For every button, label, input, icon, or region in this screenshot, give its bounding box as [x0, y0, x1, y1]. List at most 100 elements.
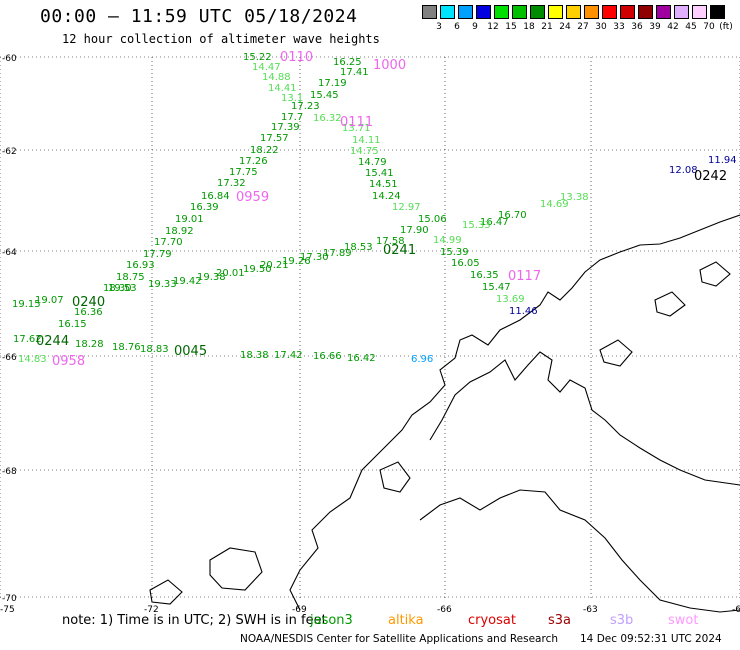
longitude-tick-label: -72 — [144, 605, 159, 615]
wave-height-label: 14.99 — [433, 235, 462, 246]
color-swatch — [530, 5, 545, 19]
wave-height-label: 17.89 — [323, 248, 352, 259]
color-swatch — [692, 5, 707, 19]
wave-height-label: 14.24 — [372, 191, 401, 202]
latitude-tick-label: -66 — [2, 353, 17, 363]
wave-height-label: 17.32 — [217, 178, 246, 189]
wave-height-label: 14.75 — [350, 146, 379, 157]
credit-line: NOAA/NESDIS Center for Satellite Applica… — [240, 633, 558, 645]
latitude-tick-label: -68 — [2, 467, 17, 477]
wave-height-label: 14.11 — [352, 135, 381, 146]
pass-time-label: 0958 — [52, 354, 85, 369]
wave-height-label: 16.66 — [313, 351, 342, 362]
color-legend-label: 36 — [631, 22, 643, 32]
wave-height-label: 13.69 — [496, 294, 525, 305]
wave-height-label: 19.42 — [173, 276, 202, 287]
wave-height-label: 19.38 — [197, 272, 226, 283]
latitude-tick-label: -64 — [2, 248, 17, 258]
wave-height-label: 16.36 — [74, 307, 103, 318]
wave-height-label: 19.50 — [243, 264, 272, 275]
color-swatch — [422, 5, 437, 19]
wave-height-label: 13.1 — [281, 93, 303, 104]
wave-height-label: 17.23 — [291, 101, 320, 112]
color-swatch — [710, 5, 725, 19]
wave-height-label: 17.75 — [229, 167, 258, 178]
coastline-island-6 — [699, 261, 731, 287]
wave-height-label: 14.47 — [252, 62, 281, 73]
wave-height-label: 14.69 — [540, 199, 569, 210]
wave-height-label: 17.7 — [281, 112, 303, 123]
wave-height-label: 16.05 — [451, 258, 480, 269]
color-swatch — [494, 5, 509, 19]
wave-height-label: 12.97 — [392, 202, 421, 213]
wave-height-label: 19.26 — [282, 256, 311, 267]
color-legend-label: 45 — [685, 22, 697, 32]
wave-height-label: 15.06 — [418, 214, 447, 225]
wave-height-label: 11.46 — [509, 306, 538, 317]
wave-height-label: 19.53 — [108, 283, 137, 294]
pass-time-label: 0045 — [174, 344, 207, 359]
color-swatch — [584, 5, 599, 19]
coastline-island-5 — [654, 291, 686, 317]
pass-time-label: 0117 — [508, 269, 541, 284]
wave-height-label: 12.08 — [669, 165, 698, 176]
pass-time-label: 0244 — [36, 334, 69, 349]
longitude-tick-label: -63 — [583, 605, 598, 615]
wave-height-label: 16.25 — [333, 57, 362, 68]
color-legend-label: 15 — [505, 22, 517, 32]
color-legend-label: 12 — [487, 22, 499, 32]
color-legend-label: 24 — [559, 22, 571, 32]
wave-height-label: 18.28 — [75, 339, 104, 350]
pass-time-label: 0110 — [280, 50, 313, 65]
altimeter-tracks: 15.2214.4714.8814.4113.117.2317.717.3917… — [12, 50, 737, 369]
wave-height-label: 16.47 — [480, 217, 509, 228]
wave-height-label: 17.57 — [260, 133, 289, 144]
coastline-inner-bay — [429, 351, 740, 486]
wave-height-label: 20.21 — [260, 260, 289, 271]
wave-height-label: 18.30 — [103, 283, 132, 294]
wave-height-label: 16.39 — [190, 202, 219, 213]
color-legend-label: 6 — [454, 22, 460, 32]
wave-height-label: 11.94 — [708, 155, 737, 166]
wave-height-label: 17.42 — [274, 350, 303, 361]
color-legend-unit: (ft) — [719, 22, 733, 32]
color-legend-label: 9 — [472, 22, 478, 32]
coastline-island-3 — [379, 461, 411, 493]
color-legend-label: 30 — [595, 22, 607, 32]
wave-height-label: 18.76 — [112, 342, 141, 353]
mission-cryosat: cryosat — [468, 613, 516, 628]
longitude-tick-label: -60 — [732, 605, 740, 615]
generated-timestamp: 14 Dec 09:52:31 UTC 2024 — [580, 633, 722, 645]
coastline-island-2 — [149, 579, 183, 605]
color-legend-label: 3 — [436, 22, 442, 32]
wave-height-label: 19.07 — [35, 295, 64, 306]
color-swatch — [548, 5, 563, 19]
pass-time-label: 1000 — [373, 58, 406, 73]
pass-time-label: 0242 — [694, 169, 727, 184]
wave-height-label: 13.71 — [342, 123, 371, 134]
mission-swot: swot — [668, 613, 699, 628]
wave-height-label: 18.53 — [344, 242, 373, 253]
wave-height-label: 6.96 — [411, 354, 433, 365]
color-swatch — [674, 5, 689, 19]
wave-height-label: 18.83 — [140, 344, 169, 355]
wave-height-label: 17.58 — [376, 236, 405, 247]
longitude-tick-label: -66 — [437, 605, 452, 615]
wave-height-label: 16.35 — [470, 270, 499, 281]
pass-time-label: 0959 — [236, 190, 269, 205]
wave-height-label: 17.70 — [154, 237, 183, 248]
mission-jason3: jason3 — [310, 613, 353, 628]
color-swatch — [620, 5, 635, 19]
longitude-tick-label: -69 — [292, 605, 307, 615]
longitude-tick-label: -75 — [0, 605, 15, 615]
color-swatch — [476, 5, 491, 19]
color-legend-label: 33 — [613, 22, 625, 32]
coastline-antarctic-peninsula — [289, 214, 740, 611]
wave-height-label: 16.84 — [201, 191, 230, 202]
wave-height-label: 14.88 — [262, 72, 291, 83]
wave-height-label: 17.90 — [400, 225, 429, 236]
page-subtitle: 12 hour collection of altimeter wave hei… — [62, 32, 380, 46]
coastline-island-1 — [209, 547, 263, 591]
wave-height-label: 14.41 — [268, 83, 297, 94]
